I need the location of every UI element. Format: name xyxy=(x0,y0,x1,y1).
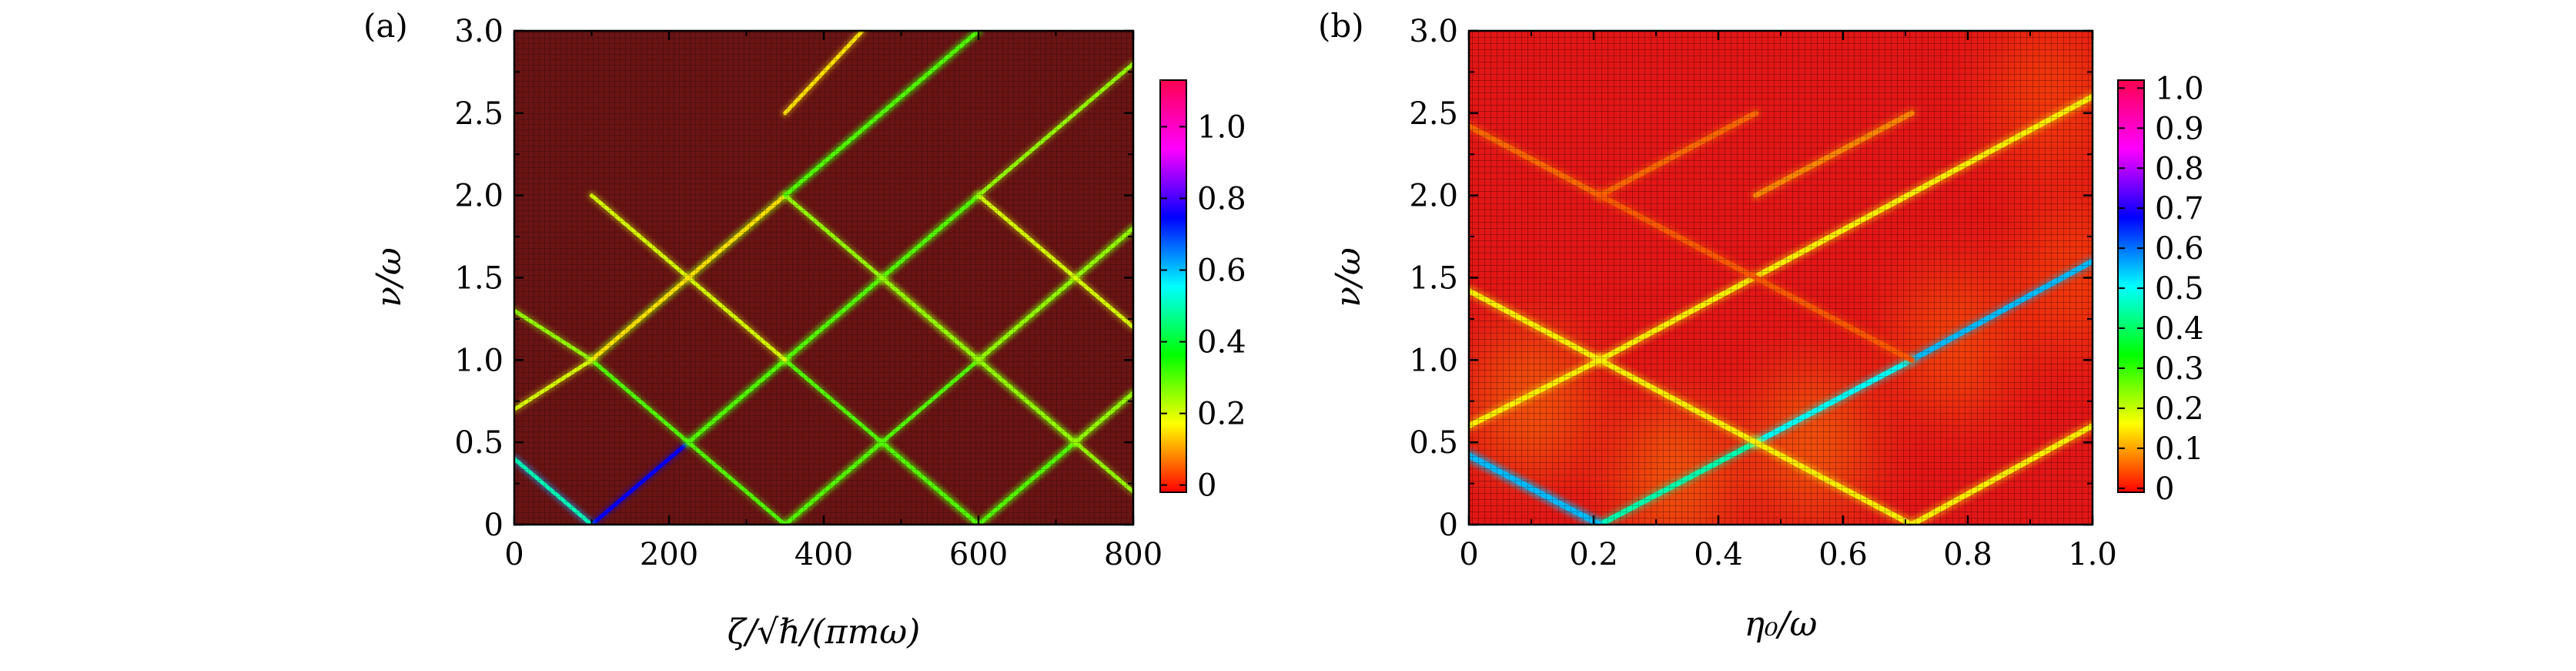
panel-b: (b) 0 0.5 1.0 1.5 2.0 2.5 3.0 0 0.2 0.4 0.6 0.8 1.0… xyxy=(1318,7,2204,644)
y-tick-label: 0 xyxy=(1439,508,1458,543)
panel-b-label: (b) xyxy=(1318,7,1364,45)
colorbar-tick-label: 0.1 xyxy=(2155,431,2204,467)
colorbar-tick-label: 0.8 xyxy=(2155,151,2204,186)
panel-b-grid-texture xyxy=(1469,31,2093,525)
panel-a-x-axis-title: ζ/√ℏ/(πmω) xyxy=(728,612,921,652)
y-tick-label: 2.5 xyxy=(454,96,503,132)
colorbar-tick-label: 0.2 xyxy=(2155,391,2204,427)
colorbar-tick-label: 0.4 xyxy=(1197,325,1246,361)
x-tick-label: 0 xyxy=(504,537,524,572)
panel-a-grid-texture xyxy=(514,31,1133,525)
panel-b-y-axis-title: ν/ω xyxy=(1329,247,1368,307)
y-tick-label: 1.5 xyxy=(1409,261,1458,297)
colorbar-tick-label: 0.6 xyxy=(2155,231,2204,267)
colorbar-tick-label: 0.4 xyxy=(2155,311,2204,347)
colorbar-tick-label: 0.5 xyxy=(2155,271,2204,307)
panel-b-x-axis: 0 0.2 0.4 0.6 0.8 1.0 xyxy=(1459,31,2117,572)
colorbar-tick-label: 0.6 xyxy=(1197,253,1246,289)
panel-b-x-axis-title: η₀/ω xyxy=(1745,605,1818,644)
colorbar-tick-label: 0 xyxy=(1197,468,1216,504)
panel-a-colorbar-gradient xyxy=(1159,79,1187,493)
x-tick-label: 0 xyxy=(1459,537,1478,572)
y-tick-label: 3.0 xyxy=(454,14,503,49)
x-tick-label: 400 xyxy=(795,537,853,572)
x-tick-label: 1.0 xyxy=(2068,537,2117,572)
y-tick-label: 1.0 xyxy=(454,343,503,378)
panel-b-colorbar-ticks: 0 0.1 0.2 0.3 0.4 0.5 0.6 0.7 0.8 0.9 1.0 xyxy=(2118,71,2204,507)
x-tick-label: 0.2 xyxy=(1569,537,1618,572)
panel-b-colorbar-gradient xyxy=(2117,79,2145,493)
x-tick-label: 600 xyxy=(949,537,1008,572)
y-tick-label: 1.5 xyxy=(454,261,503,297)
colorbar-tick-label: 0.3 xyxy=(2155,351,2204,387)
y-tick-label: 2.0 xyxy=(454,179,503,214)
colorbar-tick-label: 0.7 xyxy=(2155,191,2204,226)
colorbar-tick-label: 0.8 xyxy=(1197,182,1246,217)
y-tick-label: 0.5 xyxy=(454,425,503,461)
colorbar-tick-label: 0.9 xyxy=(2155,111,2204,146)
y-tick-label: 0 xyxy=(484,508,503,543)
y-tick-label: 3.0 xyxy=(1409,14,1458,49)
panel-a-colorbar: 0 0.2 0.4 0.6 0.8 1.0 xyxy=(1159,79,1246,504)
panel-b-y-axis: 0 0.5 1.0 1.5 2.0 2.5 3.0 xyxy=(1409,14,2093,543)
x-tick-label: 0.6 xyxy=(1818,537,1868,572)
x-tick-label: 800 xyxy=(1104,537,1163,572)
colorbar-tick-label: 1.0 xyxy=(2155,71,2204,106)
x-tick-label: 0.8 xyxy=(1943,537,1992,572)
panel-a-colorbar-ticks: 0 0.2 0.4 0.6 0.8 1.0 xyxy=(1160,109,1246,504)
panel-a-x-axis: 0 200 400 600 800 xyxy=(504,31,1163,572)
colorbar-tick-label: 1.0 xyxy=(1197,109,1246,145)
panel-a-y-axis-title: ν/ω xyxy=(370,247,409,307)
y-tick-label: 1.0 xyxy=(1409,343,1458,378)
colorbar-tick-label: 0 xyxy=(2155,471,2174,507)
panel-a-label: (a) xyxy=(363,7,408,45)
x-tick-label: 0.4 xyxy=(1694,537,1743,572)
colorbar-tick-label: 0.2 xyxy=(1197,397,1246,432)
panel-b-colorbar: 0 0.1 0.2 0.3 0.4 0.5 0.6 0.7 0.8 0.9 1.0 xyxy=(2117,71,2204,507)
x-tick-label: 200 xyxy=(640,537,698,572)
y-tick-label: 0.5 xyxy=(1409,425,1458,461)
panel-a-y-axis: 0 0.5 1.0 1.5 2.0 2.5 3.0 xyxy=(454,14,1133,543)
y-tick-label: 2.0 xyxy=(1409,179,1458,214)
panel-a: (a) 0 0.5 1.0 1.5 2.0 2.5 3.0 0 200 400 600 800 ν/… xyxy=(363,7,1246,652)
y-tick-label: 2.5 xyxy=(1409,96,1458,132)
